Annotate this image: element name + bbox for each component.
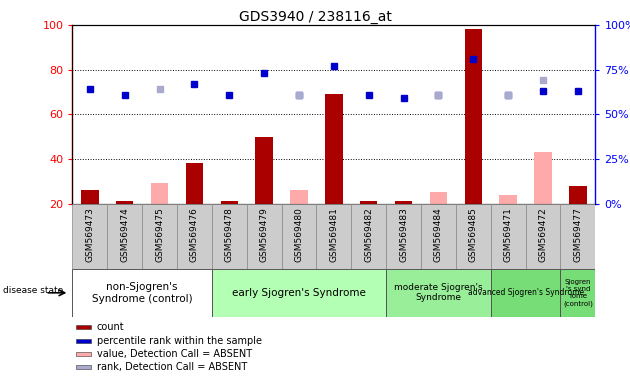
- Bar: [81, 190, 98, 204]
- Bar: [386, 269, 491, 317]
- Bar: [142, 204, 177, 269]
- Text: disease state: disease state: [3, 286, 64, 295]
- Text: moderate Sjogren's
Syndrome: moderate Sjogren's Syndrome: [394, 283, 483, 303]
- Text: GSM569478: GSM569478: [225, 207, 234, 262]
- Bar: [561, 204, 595, 269]
- Text: count: count: [96, 322, 124, 332]
- Bar: [107, 204, 142, 269]
- Bar: [212, 269, 386, 317]
- Bar: [290, 190, 307, 204]
- Text: GSM569480: GSM569480: [295, 207, 304, 262]
- Text: GSM569484: GSM569484: [434, 207, 443, 262]
- Text: GDS3940 / 238116_at: GDS3940 / 238116_at: [239, 10, 391, 23]
- Text: GSM569472: GSM569472: [539, 207, 547, 262]
- Bar: [465, 30, 482, 204]
- Bar: [395, 201, 412, 204]
- Bar: [569, 186, 587, 204]
- Bar: [72, 204, 107, 269]
- Bar: [534, 152, 552, 204]
- Text: GSM569483: GSM569483: [399, 207, 408, 262]
- Text: non-Sjogren's
Syndrome (control): non-Sjogren's Syndrome (control): [92, 282, 193, 304]
- Bar: [256, 137, 273, 204]
- Bar: [76, 325, 91, 329]
- Text: GSM569473: GSM569473: [86, 207, 94, 262]
- Bar: [76, 366, 91, 369]
- Bar: [220, 201, 238, 204]
- Bar: [491, 204, 525, 269]
- Bar: [290, 201, 307, 204]
- Bar: [186, 163, 203, 204]
- Text: GSM569482: GSM569482: [364, 207, 373, 262]
- Bar: [151, 184, 168, 204]
- Bar: [76, 352, 91, 356]
- Bar: [491, 269, 561, 317]
- Text: GSM569475: GSM569475: [155, 207, 164, 262]
- Bar: [247, 204, 282, 269]
- Bar: [352, 204, 386, 269]
- Bar: [177, 204, 212, 269]
- Bar: [325, 94, 343, 204]
- Bar: [316, 204, 352, 269]
- Text: value, Detection Call = ABSENT: value, Detection Call = ABSENT: [96, 349, 252, 359]
- Text: GSM569474: GSM569474: [120, 207, 129, 262]
- Bar: [561, 269, 595, 317]
- Text: percentile rank within the sample: percentile rank within the sample: [96, 336, 261, 346]
- Text: rank, Detection Call = ABSENT: rank, Detection Call = ABSENT: [96, 362, 247, 372]
- Bar: [456, 204, 491, 269]
- Bar: [212, 204, 247, 269]
- Bar: [430, 192, 447, 204]
- Bar: [72, 269, 212, 317]
- Bar: [430, 201, 447, 204]
- Text: GSM569479: GSM569479: [260, 207, 268, 262]
- Bar: [386, 204, 421, 269]
- Text: GSM569471: GSM569471: [504, 207, 513, 262]
- Text: early Sjogren's Syndrome: early Sjogren's Syndrome: [232, 288, 366, 298]
- Text: GSM569485: GSM569485: [469, 207, 478, 262]
- Bar: [500, 195, 517, 204]
- Bar: [360, 201, 377, 204]
- Bar: [76, 339, 91, 343]
- Bar: [500, 201, 517, 204]
- Text: GSM569477: GSM569477: [573, 207, 582, 262]
- Text: advanced Sjogren's Syndrome: advanced Sjogren's Syndrome: [467, 288, 583, 297]
- Bar: [421, 204, 456, 269]
- Text: GSM569476: GSM569476: [190, 207, 199, 262]
- Bar: [525, 204, 561, 269]
- Text: GSM569481: GSM569481: [329, 207, 338, 262]
- Bar: [116, 201, 134, 204]
- Text: Sjogren
's synd
rome
(control): Sjogren 's synd rome (control): [563, 279, 593, 306]
- Bar: [282, 204, 316, 269]
